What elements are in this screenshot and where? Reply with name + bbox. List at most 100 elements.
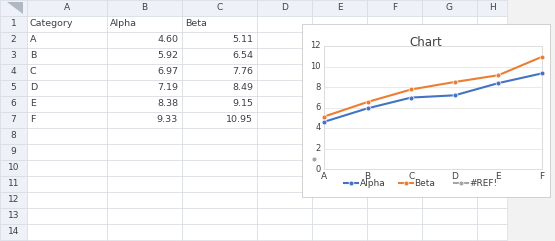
Bar — [367, 48, 422, 64]
Bar — [0, 208, 27, 224]
Text: D: D — [30, 83, 37, 93]
Bar — [312, 176, 367, 192]
Text: 4: 4 — [316, 123, 321, 133]
Bar — [257, 192, 312, 208]
Bar — [422, 32, 477, 48]
Bar — [27, 176, 107, 192]
Text: 3: 3 — [11, 52, 17, 60]
Bar — [367, 208, 422, 224]
Text: G: G — [446, 4, 453, 13]
Text: 6: 6 — [11, 100, 17, 108]
Bar — [182, 80, 257, 96]
Bar — [312, 16, 367, 32]
Bar — [312, 144, 367, 160]
Bar — [477, 160, 507, 176]
Bar — [0, 224, 27, 240]
Text: 14: 14 — [8, 228, 19, 236]
Bar — [257, 160, 312, 176]
Bar — [302, 24, 550, 197]
Bar — [107, 208, 182, 224]
Text: C: C — [408, 172, 415, 181]
Bar — [367, 96, 422, 112]
Bar — [312, 0, 367, 16]
Bar — [367, 16, 422, 32]
Bar — [422, 128, 477, 144]
Bar — [367, 0, 422, 16]
Bar — [182, 0, 257, 16]
Bar — [477, 192, 507, 208]
Text: H: H — [488, 4, 496, 13]
Bar — [257, 176, 312, 192]
Bar — [367, 176, 422, 192]
Bar — [27, 16, 107, 32]
Bar — [182, 128, 257, 144]
Bar — [0, 64, 27, 80]
Text: 2: 2 — [11, 35, 16, 45]
Bar — [257, 208, 312, 224]
Bar — [477, 0, 507, 16]
Bar — [107, 128, 182, 144]
Bar — [257, 96, 312, 112]
Bar — [0, 96, 27, 112]
Bar — [107, 80, 182, 96]
Bar — [182, 96, 257, 112]
Bar — [182, 64, 257, 80]
Bar — [107, 16, 182, 32]
Text: E: E — [30, 100, 36, 108]
Bar — [0, 160, 27, 176]
Text: 9.15: 9.15 — [232, 100, 253, 108]
Bar — [27, 0, 107, 16]
Bar — [182, 176, 257, 192]
Bar — [0, 80, 27, 96]
Polygon shape — [7, 2, 23, 14]
Bar — [477, 176, 507, 192]
Bar — [477, 128, 507, 144]
Text: F: F — [392, 4, 397, 13]
Bar — [257, 144, 312, 160]
Bar — [422, 80, 477, 96]
Text: Chart: Chart — [410, 36, 442, 49]
Bar — [312, 80, 367, 96]
Text: E: E — [337, 4, 342, 13]
Bar — [257, 112, 312, 128]
Bar — [107, 160, 182, 176]
Bar — [107, 48, 182, 64]
Bar — [107, 192, 182, 208]
Bar — [312, 160, 367, 176]
Bar — [422, 224, 477, 240]
Text: 4.60: 4.60 — [157, 35, 178, 45]
Bar — [367, 144, 422, 160]
Text: 8.49: 8.49 — [232, 83, 253, 93]
Bar — [0, 32, 27, 48]
Bar — [182, 160, 257, 176]
Text: 7.19: 7.19 — [157, 83, 178, 93]
Text: F: F — [30, 115, 36, 125]
Text: E: E — [496, 172, 501, 181]
Text: 5.11: 5.11 — [232, 35, 253, 45]
Bar — [367, 128, 422, 144]
Bar — [27, 112, 107, 128]
Bar — [312, 224, 367, 240]
Bar — [422, 144, 477, 160]
Bar — [0, 48, 27, 64]
Bar — [477, 144, 507, 160]
Bar — [477, 64, 507, 80]
Bar — [422, 176, 477, 192]
Text: F: F — [539, 172, 544, 181]
Text: 8: 8 — [11, 132, 17, 141]
Bar — [27, 96, 107, 112]
Bar — [0, 192, 27, 208]
Bar — [367, 32, 422, 48]
Bar — [312, 32, 367, 48]
Bar — [0, 176, 27, 192]
Text: 1: 1 — [11, 20, 17, 28]
Text: D: D — [451, 172, 458, 181]
Text: B: B — [365, 172, 371, 181]
Bar — [312, 112, 367, 128]
Text: 4: 4 — [11, 67, 16, 76]
Text: 2: 2 — [316, 144, 321, 153]
Bar — [27, 224, 107, 240]
Text: Alpha: Alpha — [110, 20, 137, 28]
Bar — [0, 128, 27, 144]
Bar — [0, 0, 27, 16]
